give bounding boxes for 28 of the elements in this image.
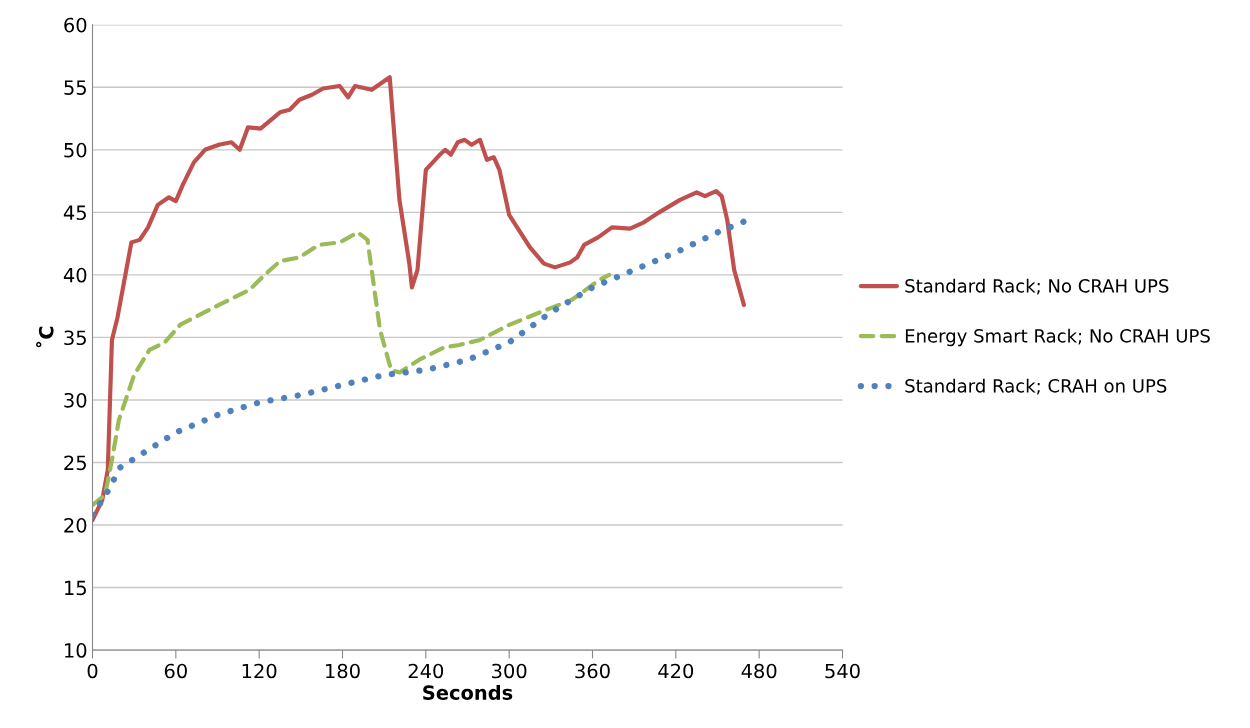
y-tick-label: 50 [64, 142, 87, 158]
y-tick-label: 40 [63, 267, 87, 283]
legend-label: Standard Rack; CRAH on UPS [905, 378, 1167, 395]
line-series [92, 230, 612, 508]
y-tick-label: 25 [64, 455, 86, 471]
x-tick-label: 420 [658, 663, 694, 679]
y-tick-label: 15 [65, 580, 86, 596]
y-tick-label: 45 [63, 205, 86, 221]
x-tick-label: 0 [87, 663, 98, 679]
x-tick-label: 480 [741, 663, 777, 679]
x-tick-label: 180 [326, 663, 360, 679]
y-tick-label: 10 [65, 643, 87, 658]
y-tick-label: 60 [64, 17, 87, 33]
x-tick-label: 60 [164, 663, 187, 679]
legend-label: Energy Smart Rack; No CRAH UPS [905, 328, 1210, 347]
line-series [92, 75, 746, 523]
x-tick-label: 300 [492, 663, 527, 679]
legend-label: Standard Rack; No CRAH UPS [905, 278, 1169, 295]
x-tick-label: 540 [825, 663, 860, 679]
y-tick-label: 35 [64, 330, 86, 346]
y-tick-label: 30 [64, 392, 87, 408]
y-axis-title: ˚C [36, 326, 54, 348]
x-tick-label: 120 [242, 663, 277, 679]
x-tick-label: 360 [575, 663, 610, 679]
x-tick-label: 240 [408, 663, 444, 679]
y-tick-label: 20 [64, 517, 87, 533]
x-axis-title: Seconds [423, 684, 513, 700]
y-tick-label: 55 [64, 80, 86, 95]
